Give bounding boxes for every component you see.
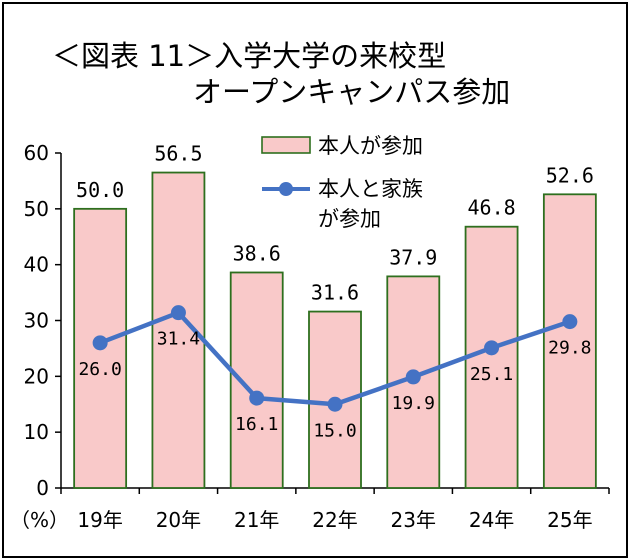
line-point [92, 335, 108, 351]
x-tick-label: 23年 [391, 508, 436, 532]
line-point [484, 340, 500, 356]
line-point [170, 305, 186, 321]
legend-line-label-2: が参加 [318, 207, 381, 231]
bar [542, 193, 597, 489]
bar-value-label: 37.9 [389, 245, 437, 269]
legend: 本人が参加 本人と家族 が参加 [261, 134, 423, 231]
line-value-label: 15.0 [313, 420, 356, 441]
bar-value-label: 31.6 [311, 281, 359, 305]
line-value-label: 25.1 [470, 364, 513, 385]
unit-label: （%） [10, 508, 69, 532]
legend-bar-swatch [261, 136, 311, 154]
x-tick-label: 22年 [312, 508, 357, 532]
x-tick-label: 25年 [547, 508, 592, 532]
y-tick-label: 0 [36, 476, 49, 500]
chart-title-line2: オープンキャンパス参加 [193, 75, 510, 109]
y-tick-label: 50 [24, 197, 49, 221]
line-value-label: 31.4 [157, 329, 200, 350]
line-value-label: 19.9 [392, 393, 435, 414]
legend-bar-label: 本人が参加 [318, 134, 423, 158]
line-point [249, 390, 265, 406]
bars [73, 171, 597, 489]
y-tick-label: 40 [24, 253, 49, 277]
y-tick-label: 10 [24, 420, 49, 444]
chart-title-line1: ＜図表 11＞入学大学の来校型 [52, 39, 446, 73]
legend-line-marker [279, 182, 293, 196]
x-tick-label: 21年 [234, 508, 279, 532]
y-tick-label: 20 [24, 364, 49, 388]
bar-value-label: 38.6 [233, 241, 281, 265]
bar [464, 225, 519, 489]
bar-value-label: 50.0 [76, 178, 124, 202]
bar-value-label: 46.8 [467, 196, 515, 220]
line-labels: 26.0 31.4 16.1 15.0 19.9 25.1 29.8 [78, 329, 591, 442]
x-tick-label: 20年 [156, 508, 201, 532]
legend-line-label-1: 本人と家族 [318, 177, 423, 201]
line-point [562, 314, 578, 330]
bar-value-label: 56.5 [154, 142, 202, 166]
line-value-label: 29.8 [548, 338, 591, 359]
line-value-label: 26.0 [78, 359, 121, 380]
x-tick-label: 24年 [469, 508, 514, 532]
bar-labels: 50.0 56.5 38.6 31.6 37.9 46.8 52.6 [76, 142, 594, 305]
line-point [405, 369, 421, 385]
line-value-label: 16.1 [235, 414, 278, 435]
line-point [327, 396, 343, 412]
y-tick-label: 30 [24, 309, 49, 333]
bar [73, 207, 128, 489]
x-tick-label: 19年 [77, 508, 122, 532]
category-labels: 19年 20年 21年 22年 23年 24年 25年 [77, 508, 592, 532]
y-tick-label: 60 [24, 141, 49, 165]
bar-value-label: 52.6 [546, 163, 594, 187]
line-layer [92, 305, 578, 412]
